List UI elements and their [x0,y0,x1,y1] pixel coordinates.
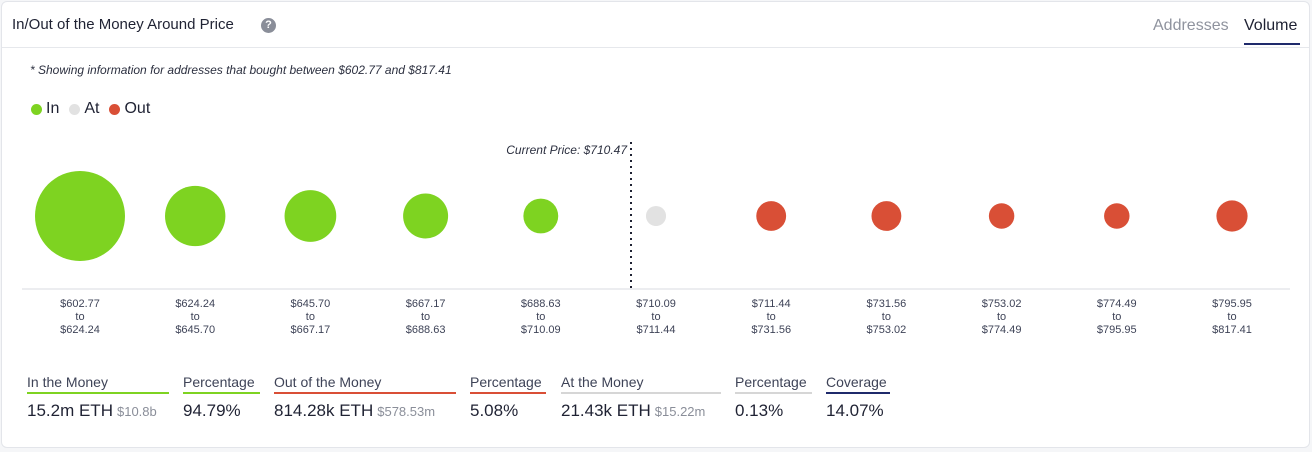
legend-dot-out [109,103,121,115]
tick-label-3-2: to [306,311,315,323]
tick-label-3-1: $645.70 [291,298,331,310]
stat-2: Percentage 94.79% [183,374,260,421]
stat-value: 814.28k ETH $578.53m [274,401,436,420]
tick-label-4-3: $688.63 [406,324,446,336]
stat-value: 94.79% [183,401,241,420]
tick-label-8-3: $753.02 [867,324,907,336]
bubble-6 [645,205,667,227]
stat-rule [27,392,169,394]
legend-item-out[interactable]: Out [109,100,150,118]
tick-label-11-2: to [1227,311,1236,323]
tick-label-1-2: to [75,311,84,323]
page-title: In/Out of the Money Around Price [12,16,234,33]
stat-value: 15.2m ETH $10.8b [27,401,157,420]
legend-dot-in [31,103,42,115]
bubble-4 [403,193,449,239]
stat-label: Coverage [826,374,887,390]
stat-rule [274,392,456,394]
tick-label-5-2: to [536,311,545,323]
stats-bar: In the Money 15.2m ETH $10.8b Percentage 94.… [2,374,1309,424]
legend-item-at[interactable]: At [69,100,99,118]
tick-label-4-2: to [421,311,430,323]
tick-label-11-1: $795.95 [1212,298,1252,310]
bubble-5 [523,198,559,234]
bubble-chart: Current Price: $710.47$602.77to$624.24$6… [22,142,1290,336]
legend: In At Out [31,99,160,119]
stat-5: At the Money 21.43k ETH $15.22m [561,374,721,421]
legend-label-at: At [84,100,100,117]
tick-label-7-2: to [767,311,776,323]
tab-addresses[interactable]: Addresses [1153,17,1229,34]
stat-label: At the Money [561,374,644,390]
tick-label-8-1: $731.56 [867,298,907,310]
stat-label: In the Money [27,374,108,390]
stat-label: Out of the Money [274,374,382,390]
tick-label-6-3: $711.44 [637,324,676,336]
stat-value: 5.08% [470,401,519,420]
stat-subvalue: $578.53m [377,404,436,419]
stat-label: Percentage [470,374,542,390]
stat-label: Percentage [183,374,255,390]
tick-label-1-1: $602.77 [60,298,100,310]
bubble-11 [1216,200,1248,232]
tick-label-9-3: $774.49 [982,324,1022,336]
stat-1: In the Money 15.2m ETH $10.8b [27,374,169,421]
tick-label-7-3: $731.56 [751,324,791,336]
stat-rule [470,392,546,394]
tick-label-8-2: to [882,311,891,323]
bubble-9 [988,203,1015,229]
tick-label-5-1: $688.63 [521,298,561,310]
stat-value: 21.43k ETH $15.22m [561,401,706,420]
tick-label-1-3: $624.24 [60,324,100,336]
tick-label-6-2: to [651,311,660,323]
stat-4: Percentage 5.08% [470,374,546,421]
stat-7: Coverage 14.07% [826,374,890,421]
legend-item-in[interactable]: In [31,100,59,118]
legend-dot-at [69,103,81,115]
tick-label-10-3: $795.95 [1097,324,1137,336]
tick-label-10-2: to [1112,311,1121,323]
tick-label-2-3: $645.70 [175,324,215,336]
tick-label-3-3: $667.17 [291,324,331,336]
stat-rule [183,392,260,394]
range-note: * Showing information for addresses that… [30,63,452,77]
stat-value: 0.13% [735,401,784,420]
tick-label-9-1: $753.02 [982,298,1022,310]
tick-label-4-1: $667.17 [406,298,446,310]
bubble-7 [756,201,787,231]
tick-label-2-1: $624.24 [175,298,215,310]
bubble-1 [35,171,125,261]
legend-label-out: Out [124,100,151,117]
active-tab-indicator [1244,43,1300,45]
card-header: In/Out of the Money Around Price ? Addre… [2,2,1309,48]
help-icon[interactable]: ? [261,18,276,33]
tick-label-5-3: $710.09 [521,324,561,336]
bubble-10 [1104,203,1130,229]
stat-rule [561,392,721,394]
current-price-label: Current Price: $710.47 [506,143,628,157]
stat-3: Out of the Money 814.28k ETH $578.53m [274,374,456,421]
tick-label-9-2: to [997,311,1006,323]
stat-label: Percentage [735,374,807,390]
bubble-8 [871,201,902,231]
legend-label-in: In [46,100,60,117]
tick-label-7-1: $711.44 [752,298,791,310]
stat-rule [735,392,812,394]
stat-6: Percentage 0.13% [735,374,812,421]
tick-label-11-3: $817.41 [1212,324,1252,336]
tab-volume[interactable]: Volume [1244,17,1298,34]
stat-rule [826,392,890,394]
bubble-2 [165,185,226,247]
tick-label-10-1: $774.49 [1097,298,1137,310]
tick-label-2-2: to [191,311,200,323]
stat-subvalue: $10.8b [116,404,157,419]
stat-value: 14.07% [826,401,884,420]
stat-subvalue: $15.22m [654,404,706,419]
bubble-3 [284,190,337,242]
tick-label-6-1: $710.09 [636,298,676,310]
